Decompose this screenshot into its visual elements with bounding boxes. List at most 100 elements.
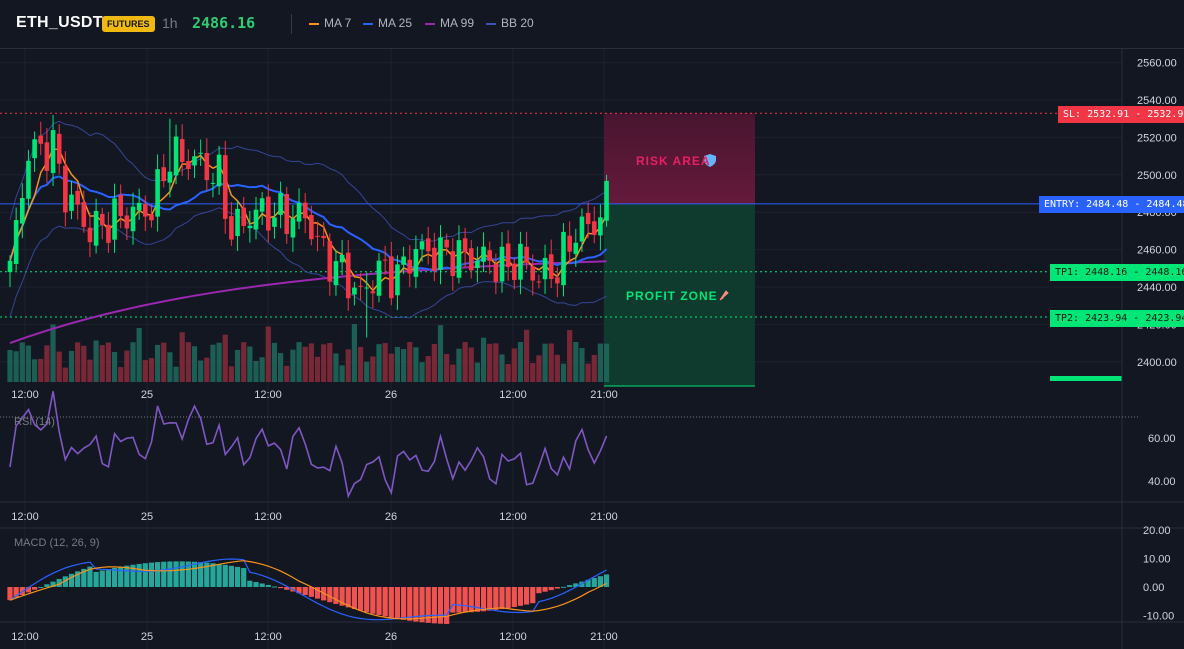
macd-histogram-bar	[376, 587, 382, 616]
entry-price: 2484.48	[1146, 199, 1184, 210]
volume-bar	[75, 342, 81, 382]
entry-price-tag[interactable]: ENTRY: 2484.48 - 2484.48	[1039, 196, 1184, 213]
candle-body	[112, 198, 117, 240]
volume-bar	[278, 352, 284, 382]
candle	[444, 233, 449, 256]
candle	[573, 228, 579, 267]
candle	[333, 250, 339, 296]
volume-bar	[234, 349, 241, 382]
rsi-label: RSI (14)	[14, 416, 55, 428]
bb20-swatch	[486, 22, 496, 25]
macd-histogram-bar	[241, 568, 247, 587]
legend-bb20[interactable]: BB 20	[486, 16, 534, 30]
price-tick-label: 2560.00	[1137, 58, 1177, 70]
macd-histogram-bar	[25, 587, 32, 593]
volume-bar	[493, 343, 499, 382]
time-tick-label: 25	[141, 389, 153, 401]
macd-histogram-bar	[105, 569, 111, 587]
legend-ma99[interactable]: MA 99	[425, 16, 474, 30]
candle-body	[290, 218, 296, 238]
bb-upper-line	[9, 120, 607, 242]
macd-histogram-bar	[87, 566, 93, 587]
interval-selector[interactable]: 1h	[162, 15, 178, 31]
macd-histogram-bar	[314, 587, 321, 599]
macd-histogram-bar	[44, 584, 50, 587]
candle-body	[93, 210, 99, 246]
macd-histogram-bar	[401, 587, 407, 620]
candle-body	[579, 216, 585, 242]
macd-histogram-bar	[560, 586, 567, 588]
candle-body	[456, 240, 462, 278]
volume-bar	[130, 342, 136, 382]
macd-tick-label: -10.00	[1143, 611, 1174, 623]
symbol-name[interactable]: ETH_USDT	[16, 14, 103, 31]
volume-bar	[480, 337, 487, 382]
macd-histogram-bar	[50, 581, 56, 587]
volume-bar	[136, 328, 142, 382]
candle-body	[413, 249, 419, 277]
macd-histogram-bar	[493, 587, 499, 610]
candle	[425, 226, 431, 265]
macd-histogram-bar	[222, 564, 228, 587]
candle	[210, 172, 216, 198]
legend-ma25[interactable]: MA 25	[363, 16, 412, 30]
volume-bar	[327, 342, 333, 382]
tp2-price: 2423.94	[1145, 313, 1184, 324]
macd-histogram-bar	[173, 561, 179, 587]
volume-bar	[425, 356, 431, 382]
macd-histogram-bar	[339, 587, 345, 606]
candle	[321, 222, 326, 247]
candle	[462, 227, 468, 267]
candle-body	[487, 250, 492, 261]
candle	[259, 192, 265, 226]
candle-body	[7, 260, 13, 273]
price-tick-label: 2460.00	[1137, 245, 1177, 257]
candle-body	[229, 216, 234, 240]
macd-histogram-bar	[75, 571, 81, 587]
volume-bar	[247, 346, 253, 382]
macd-histogram-bar	[456, 587, 462, 613]
last-price-marker	[1050, 376, 1122, 381]
volume-bar	[437, 325, 444, 382]
candle	[598, 204, 603, 251]
tp2-price-tag[interactable]: TP2: 2423.94 - 2423.94	[1050, 310, 1184, 327]
time-tick-label: 26	[385, 511, 397, 523]
candle-body	[296, 202, 302, 222]
macd-histogram-bar	[271, 586, 278, 588]
volume-bar	[450, 364, 456, 382]
macd-histogram-bar	[536, 587, 542, 594]
candle	[475, 246, 480, 283]
volume-bar	[407, 342, 413, 382]
sl-price-tag[interactable]: SL: 2532.91 - 2532.91	[1058, 106, 1184, 123]
legend-ma25-label: MA 25	[378, 16, 413, 30]
rocket-icon	[719, 290, 729, 301]
price-tick-label: 2440.00	[1137, 282, 1177, 294]
time-tick-label: 12:00	[11, 389, 39, 401]
time-tick-label: 26	[385, 389, 397, 401]
macd-histogram-bar	[505, 587, 511, 609]
candle	[284, 186, 290, 244]
candle-body	[118, 195, 123, 217]
candle-body	[20, 198, 25, 224]
macd-histogram-bar	[487, 587, 493, 611]
volume-bar	[376, 344, 382, 382]
candle	[136, 188, 142, 220]
candle-body	[419, 241, 425, 250]
candle-body	[327, 240, 333, 282]
price-tick-label: 2400.00	[1137, 357, 1177, 369]
candle-body	[444, 239, 449, 248]
macd-histogram-bar	[511, 587, 517, 607]
volume-bar	[314, 356, 321, 382]
candle	[32, 131, 37, 172]
macd-histogram-bar	[210, 563, 216, 587]
time-tick-label: 12:00	[11, 631, 39, 643]
legend-ma7[interactable]: MA 7	[309, 16, 351, 30]
macd-histogram-bar	[155, 562, 161, 587]
candle-body	[266, 196, 271, 231]
tp1-price-tag[interactable]: TP1: 2448.16 - 2448.16	[1050, 264, 1184, 281]
volume-bar	[554, 354, 560, 382]
candle	[161, 153, 167, 188]
trade-zones	[604, 113, 755, 387]
candle-body	[530, 266, 536, 281]
